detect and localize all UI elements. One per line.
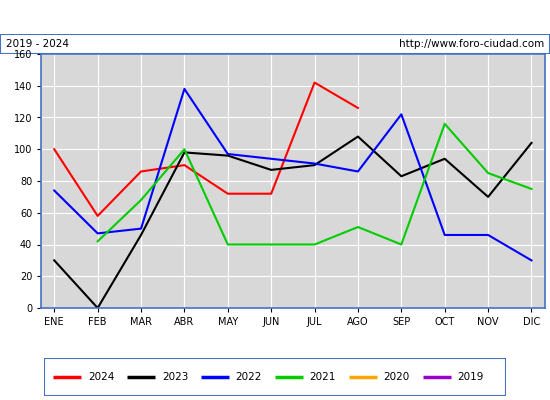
Text: 2021: 2021: [310, 372, 336, 382]
Text: 2022: 2022: [236, 372, 262, 382]
Text: 2020: 2020: [383, 372, 410, 382]
Text: 2019 - 2024: 2019 - 2024: [6, 39, 69, 49]
Text: Evolucion Nº Turistas Extranjeros en el municipio de Haza: Evolucion Nº Turistas Extranjeros en el …: [82, 10, 468, 24]
Text: 2019: 2019: [458, 372, 484, 382]
Text: 2023: 2023: [162, 372, 188, 382]
Text: http://www.foro-ciudad.com: http://www.foro-ciudad.com: [399, 39, 544, 49]
Text: 2024: 2024: [88, 372, 114, 382]
